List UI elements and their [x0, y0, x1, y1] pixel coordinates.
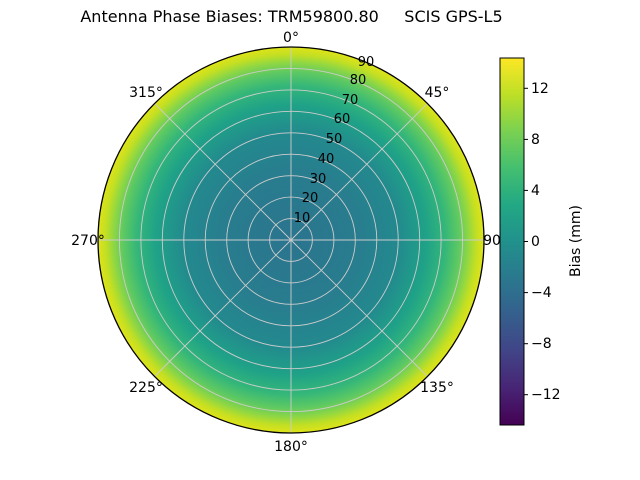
theta-label-135: 135° [420, 380, 454, 396]
colorbar-gradient [499, 57, 525, 426]
theta-label-45: 45° [425, 85, 450, 101]
theta-tick-labels: 0° 45° 90 135° 180° 225° 270° 315° [71, 30, 501, 455]
r-label-20: 20 [302, 191, 319, 206]
polar-spine [97, 46, 485, 434]
cb-tick-8: 8 [531, 132, 540, 148]
cb-tick-0: 0 [531, 234, 540, 250]
theta-label-180: 180° [274, 439, 308, 455]
theta-label-225: 225° [129, 380, 163, 396]
colorbar-tick-labels: 12 8 4 0 −4 −8 −12 [531, 81, 561, 403]
cb-tick-m12: −12 [531, 387, 561, 403]
colorbar-axis-label: Bias (mm) [568, 205, 584, 277]
theta-label-270: 270° [71, 233, 105, 249]
colorbar: 12 8 4 0 −4 −8 −12 Bias (mm) [499, 57, 584, 426]
colorbar-ticks [524, 87, 528, 396]
cb-tick-12: 12 [531, 81, 549, 97]
chart-title: Antenna Phase Biases: TRM59800.80 SCIS G… [80, 7, 503, 26]
r-label-60: 60 [334, 112, 351, 127]
theta-label-90: 90 [483, 233, 501, 249]
r-label-90: 90 [358, 55, 375, 70]
r-label-70: 70 [342, 93, 359, 108]
radial-tick-labels: 10 20 30 40 50 60 70 80 90 [294, 55, 375, 226]
r-label-50: 50 [326, 132, 343, 147]
cb-tick-m8: −8 [531, 336, 552, 352]
theta-label-0: 0° [283, 30, 299, 46]
theta-label-315: 315° [129, 85, 163, 101]
r-label-30: 30 [310, 172, 327, 187]
cb-tick-m4: −4 [531, 285, 552, 301]
cb-tick-4: 4 [531, 183, 540, 199]
r-label-40: 40 [318, 152, 335, 167]
angular-gridlines [98, 47, 484, 433]
r-label-10: 10 [294, 211, 311, 226]
r-label-80: 80 [350, 73, 367, 88]
